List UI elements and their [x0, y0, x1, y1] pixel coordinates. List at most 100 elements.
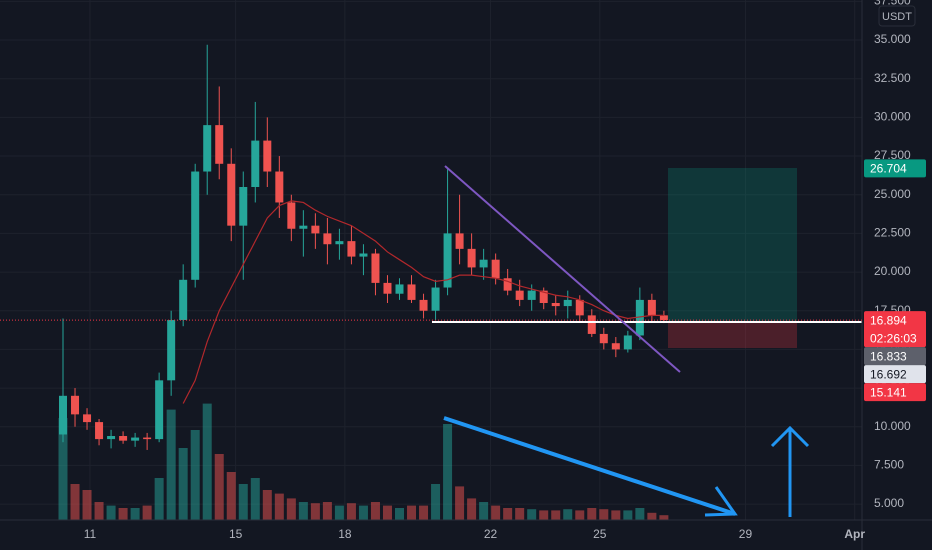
candle-body	[131, 437, 140, 441]
y-tick-label: 5.000	[874, 496, 904, 510]
volume-bar	[623, 510, 633, 520]
candle-body	[467, 248, 476, 268]
candle-body	[263, 140, 272, 172]
profit-zone[interactable]	[668, 168, 797, 322]
candle-body	[575, 299, 584, 316]
x-tick-label: 18	[338, 527, 352, 541]
candle-body	[419, 299, 428, 311]
volume-bar	[419, 505, 429, 520]
volume-bar	[551, 510, 561, 520]
y-tick-label: 32.500	[874, 71, 911, 85]
price-label: 16.833	[870, 349, 907, 363]
candle-body	[359, 253, 368, 257]
candle-body	[539, 290, 548, 303]
candle-body	[611, 343, 620, 350]
volume-bar	[611, 510, 621, 520]
volume-bar	[599, 509, 609, 520]
volume-bar	[575, 510, 585, 520]
arrow-down-head	[704, 486, 738, 517]
candle-body	[371, 253, 380, 283]
candle-body	[83, 414, 92, 423]
volume-bar	[226, 472, 236, 520]
candle-body	[239, 186, 248, 226]
candle-body	[431, 287, 440, 311]
candle-body	[107, 436, 116, 440]
y-tick-label: 37.500	[874, 0, 911, 8]
trend-line[interactable]	[444, 165, 681, 373]
volume-bar	[190, 430, 200, 520]
y-tick-label: 10.000	[874, 419, 911, 433]
volume-bar	[407, 505, 417, 520]
candle-body	[347, 241, 356, 257]
volume-bar	[286, 498, 296, 520]
candle-body	[647, 299, 656, 316]
price-label-box	[864, 365, 926, 384]
candle-body	[227, 163, 236, 226]
volume-bar	[298, 502, 308, 520]
price-label: 26.704	[870, 162, 907, 176]
y-tick-label: 27.500	[874, 148, 911, 162]
volume-bar	[142, 505, 152, 520]
volume-bar	[82, 490, 92, 520]
volume-bar	[70, 484, 80, 520]
volume-bar	[527, 509, 537, 520]
candle-body	[119, 436, 128, 441]
volume-bar	[178, 448, 188, 520]
volume-bar	[334, 505, 344, 520]
candle-body	[563, 299, 572, 307]
volume-bar	[503, 508, 513, 520]
volume-bar	[539, 510, 549, 520]
volume-bar	[322, 502, 332, 520]
candle-body	[71, 395, 80, 415]
x-tick-label: 22	[484, 527, 498, 541]
candle-body	[275, 171, 284, 203]
candle-body	[587, 315, 596, 334]
price-label-box	[864, 347, 926, 366]
volume-bar	[154, 478, 164, 520]
y-tick-label: 30.000	[874, 110, 911, 124]
candle-body	[155, 380, 164, 440]
price-label-box	[864, 311, 926, 348]
volume-bar	[346, 503, 356, 520]
volume-bar	[431, 484, 441, 520]
volume-bar	[515, 508, 525, 520]
candle-body	[659, 315, 668, 321]
candle-body	[251, 140, 260, 187]
candles	[59, 44, 668, 450]
candle-body	[551, 302, 560, 307]
price-label: 15.141	[870, 385, 907, 399]
x-tick-label: 25	[593, 527, 607, 541]
volume-bar	[214, 454, 224, 520]
volume-bar	[262, 490, 272, 520]
currency-box[interactable]	[878, 5, 916, 27]
volume-bar	[202, 403, 212, 520]
arrow-down[interactable]	[443, 416, 736, 516]
volume-bar	[106, 505, 116, 520]
candle-body	[323, 233, 332, 245]
candle-body	[527, 290, 536, 300]
candle-body	[599, 333, 608, 344]
candle-body	[287, 202, 296, 229]
candle-body	[95, 422, 104, 440]
volume-bar	[118, 508, 128, 520]
candle-body	[479, 259, 488, 268]
volume-bar	[166, 409, 176, 520]
candle-body	[215, 125, 224, 164]
volume-bar	[479, 502, 489, 520]
countdown: 02:26:03	[870, 331, 917, 345]
candle-body	[191, 171, 200, 280]
candle-body	[299, 225, 308, 229]
volume-bar	[563, 509, 573, 520]
y-tick-label: 7.500	[874, 458, 904, 472]
candle-body	[455, 233, 464, 249]
candle-body	[311, 225, 320, 234]
volume-bar	[310, 503, 320, 520]
candle-body	[407, 284, 416, 300]
price-label: 16.692	[870, 367, 907, 381]
candle-body	[167, 320, 176, 381]
candle-body	[143, 437, 152, 440]
price-label: 16.894	[870, 313, 907, 327]
loss-zone[interactable]	[668, 322, 797, 348]
volume-bar	[94, 502, 104, 520]
candle-body	[335, 241, 344, 245]
